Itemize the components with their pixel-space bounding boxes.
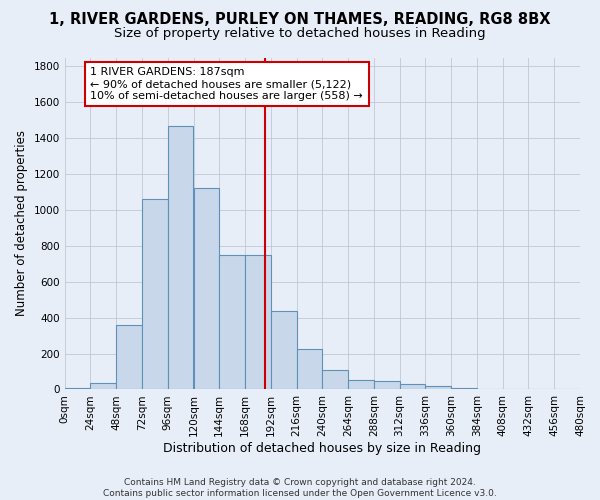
Bar: [245, 255, 271, 390]
Bar: [529, 388, 554, 390]
Bar: [142, 200, 168, 390]
Text: 1 RIVER GARDENS: 187sqm
← 90% of detached houses are smaller (5,122)
10% of semi: 1 RIVER GARDENS: 187sqm ← 90% of detache…: [91, 68, 363, 100]
Bar: [271, 312, 296, 390]
Bar: [503, 388, 529, 390]
Bar: [296, 349, 322, 390]
Text: Contains HM Land Registry data © Crown copyright and database right 2024.
Contai: Contains HM Land Registry data © Crown c…: [103, 478, 497, 498]
Bar: [168, 126, 193, 390]
Bar: [400, 384, 425, 390]
Bar: [91, 383, 116, 390]
X-axis label: Distribution of detached houses by size in Reading: Distribution of detached houses by size …: [163, 442, 481, 455]
Text: 1, RIVER GARDENS, PURLEY ON THAMES, READING, RG8 8BX: 1, RIVER GARDENS, PURLEY ON THAMES, READ…: [49, 12, 551, 28]
Y-axis label: Number of detached properties: Number of detached properties: [15, 130, 28, 316]
Bar: [451, 388, 477, 390]
Bar: [193, 188, 219, 390]
Bar: [348, 380, 374, 390]
Bar: [116, 325, 142, 390]
Bar: [477, 388, 503, 390]
Bar: [65, 388, 91, 390]
Bar: [219, 255, 245, 390]
Bar: [425, 386, 451, 390]
Bar: [322, 370, 348, 390]
Bar: [554, 388, 580, 390]
Text: Size of property relative to detached houses in Reading: Size of property relative to detached ho…: [114, 28, 486, 40]
Bar: [374, 382, 400, 390]
